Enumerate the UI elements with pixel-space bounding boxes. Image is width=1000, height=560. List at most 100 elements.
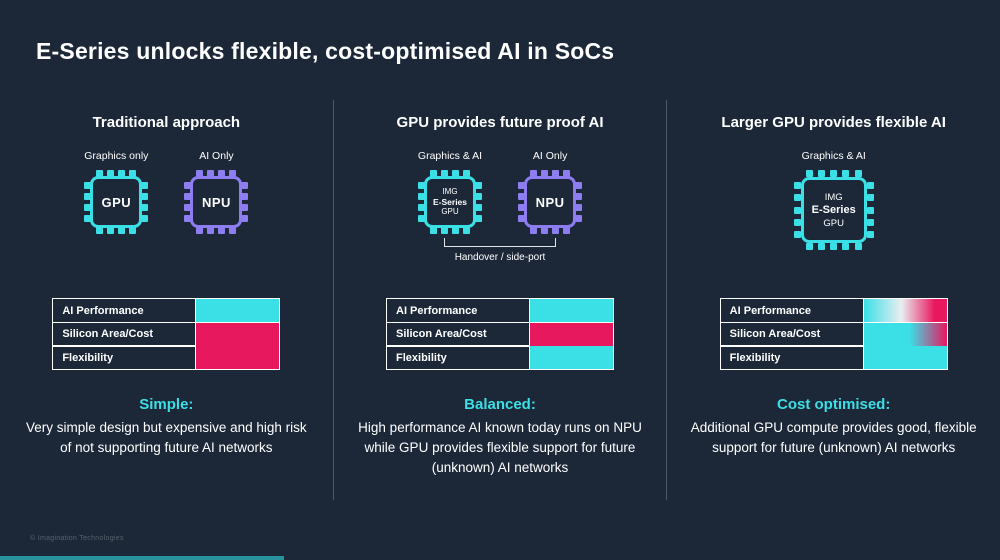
chip-unit-npu: AI Only NPU (518, 150, 583, 234)
table-row: AI Performance (719, 298, 948, 323)
caption: Balanced: High performance AI known toda… (340, 396, 660, 478)
column-traditional: Traditional approach Graphics only GPU (0, 100, 333, 500)
chip-name: NPU (535, 194, 565, 210)
chip-pins (866, 182, 874, 238)
table-row: Silicon Area/Cost (719, 321, 948, 347)
caption-body: High performance AI known today runs on … (358, 420, 642, 475)
chip-pins (96, 170, 137, 177)
chip-line: GPU (823, 217, 844, 229)
chip-unit-npu: AI Only NPU (184, 150, 249, 234)
chip-pins (241, 182, 249, 222)
caption-heading: Simple: (139, 396, 194, 413)
column-flexible: Larger GPU provides flexible AI Graphics… (666, 100, 1000, 500)
chip-label: Graphics only (84, 150, 149, 162)
chips-area: Graphics & AI IMG E-Series GPU (793, 140, 874, 298)
caption-body: Very simple design but expensive and hig… (25, 420, 307, 455)
chip-label: Graphics & AI (417, 150, 483, 162)
chip-unit-gpu: Graphics only GPU (84, 150, 148, 234)
table-row: AI Performance (52, 298, 281, 323)
column-heading: Larger GPU provides flexible AI (721, 114, 946, 131)
chips-row: Graphics & AI IMG E-Series GPU (793, 150, 874, 250)
columns-container: Traditional approach Graphics only GPU (0, 100, 1000, 500)
column-heading: Traditional approach (92, 114, 241, 131)
chip-body: IMG E-Series GPU (800, 177, 867, 243)
table-row-fill (530, 322, 613, 346)
table-row-label: Flexibility (387, 346, 530, 369)
chip-line: GPU (441, 207, 459, 216)
chip-pins (196, 170, 237, 177)
table-row-fill (196, 299, 280, 322)
chip-body: GPU (90, 176, 143, 228)
comparison-table: AI Performance Silicon Area/Cost Flexibi… (719, 298, 948, 370)
table-row-label: Flexibility (721, 346, 864, 369)
chip-pins (530, 227, 571, 234)
table-row-fill (863, 346, 947, 369)
chip-pins (196, 227, 237, 234)
table-row: Flexibility (52, 345, 281, 370)
column-heading: GPU provides future proof AI (396, 114, 604, 131)
table-row: Silicon Area/Cost (386, 321, 614, 347)
table-row-fill (530, 346, 613, 369)
chip-pins (84, 182, 92, 222)
handover-label: Handover / side-port (454, 252, 546, 263)
handover-bracket (444, 238, 556, 247)
table-row-label: AI Performance (53, 299, 197, 322)
chip-pins (805, 243, 862, 250)
chip-line: IMG (442, 187, 458, 196)
chips-area: Graphics only GPU AI Only (84, 140, 249, 298)
chips-row: Graphics & AI IMG E-Series GPU (418, 150, 583, 234)
chip-line: IMG (824, 191, 843, 203)
chip-pins (518, 182, 526, 222)
caption-heading: Cost optimised: (777, 396, 891, 413)
comparison-table: AI Performance Silicon Area/Cost Flexibi… (386, 298, 614, 370)
chip-pins (418, 182, 425, 222)
table-row-fill (530, 299, 613, 322)
table-row: Silicon Area/Cost (52, 321, 281, 347)
table-row-fill (863, 322, 947, 346)
table-row: Flexibility (719, 345, 948, 370)
caption-heading: Balanced: (464, 396, 536, 413)
chip-pins (430, 227, 470, 234)
footer-accent-strip (0, 556, 284, 560)
chips-row: Graphics only GPU AI Only (84, 150, 249, 234)
chip-body: NPU (190, 176, 243, 228)
npu-chip-icon: NPU (184, 170, 249, 234)
table-row-label: Silicon Area/Cost (387, 322, 530, 346)
chip-unit-eseries-gpu: Graphics & AI IMG E-Series GPU (418, 150, 482, 234)
npu-chip-icon: NPU (518, 170, 583, 234)
chip-pins (184, 182, 192, 222)
chip-label: AI Only (532, 150, 568, 162)
table-row-label: Silicon Area/Cost (721, 322, 864, 346)
column-future-proof: GPU provides future proof AI Graphics & … (332, 100, 667, 500)
copyright-note: © Imagination Technologies (30, 535, 124, 542)
chip-pins (141, 182, 149, 222)
table-row: Flexibility (386, 345, 614, 370)
chip-unit-eseries-gpu: Graphics & AI IMG E-Series GPU (793, 150, 874, 250)
table-row-label: Silicon Area/Cost (53, 322, 197, 346)
chips-area: Graphics & AI IMG E-Series GPU (418, 140, 583, 298)
gpu-chip-icon: GPU (84, 170, 149, 234)
table-row-fill (196, 322, 280, 346)
chip-line: E-Series (811, 203, 856, 216)
chip-line: E-Series (432, 197, 468, 207)
chip-pins (805, 170, 862, 177)
comparison-table: AI Performance Silicon Area/Cost Flexibi… (52, 298, 281, 370)
eseries-gpu-chip-icon: IMG E-Series GPU (418, 170, 482, 234)
chip-name: NPU (201, 194, 231, 210)
chip-body: NPU (524, 176, 577, 228)
table-row: AI Performance (386, 298, 614, 323)
table-row-fill (196, 346, 280, 369)
chip-pins (430, 170, 470, 177)
chip-label: Graphics & AI (801, 150, 866, 162)
table-row-label: AI Performance (387, 299, 530, 322)
table-row-fill (863, 299, 947, 322)
chip-label: AI Only (199, 150, 234, 162)
chip-name: GPU (101, 194, 132, 210)
chip-pins (793, 182, 801, 238)
chip-pins (475, 182, 482, 222)
page-title: E-Series unlocks flexible, cost-optimise… (36, 38, 615, 64)
chip-pins (575, 182, 583, 222)
table-row-label: AI Performance (721, 299, 864, 322)
caption-body: Additional GPU compute provides good, fl… (690, 420, 977, 455)
